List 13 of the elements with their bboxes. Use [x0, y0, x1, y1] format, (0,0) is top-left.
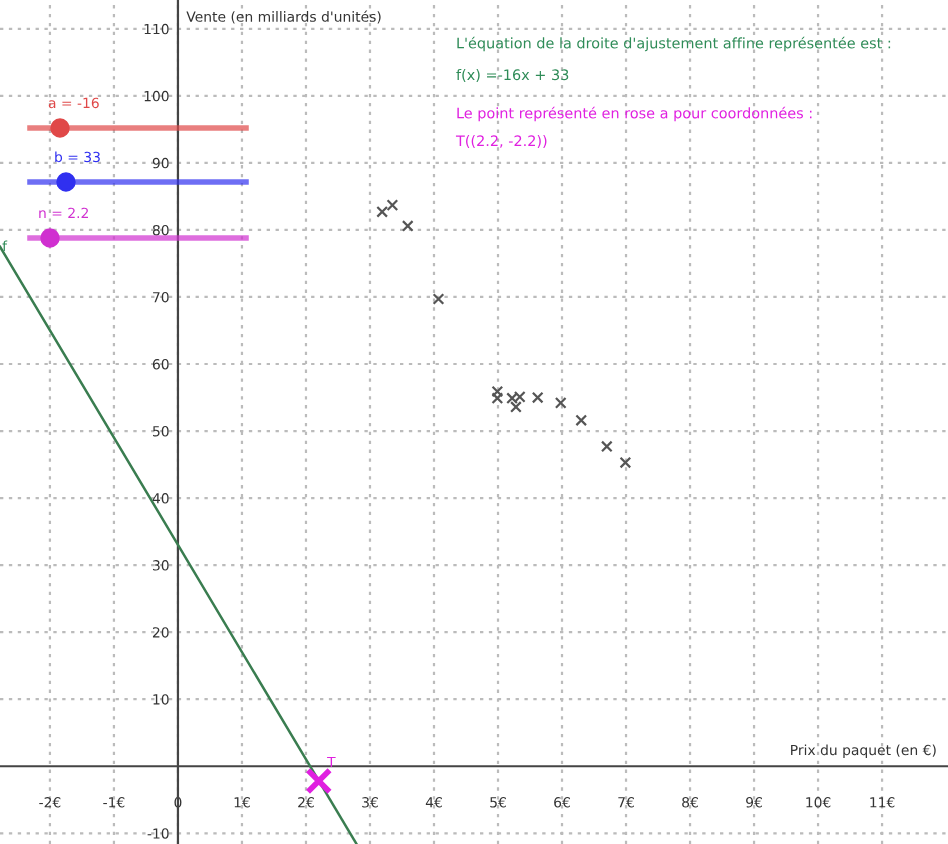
point	[619, 456, 632, 469]
point	[386, 199, 399, 212]
point	[376, 205, 389, 218]
point	[575, 414, 588, 427]
point	[432, 293, 445, 305]
point	[401, 219, 414, 232]
point	[491, 385, 504, 398]
point	[513, 390, 526, 403]
point	[554, 396, 567, 409]
point	[305, 767, 333, 795]
point	[510, 401, 522, 413]
point	[531, 391, 544, 404]
point	[600, 440, 613, 453]
